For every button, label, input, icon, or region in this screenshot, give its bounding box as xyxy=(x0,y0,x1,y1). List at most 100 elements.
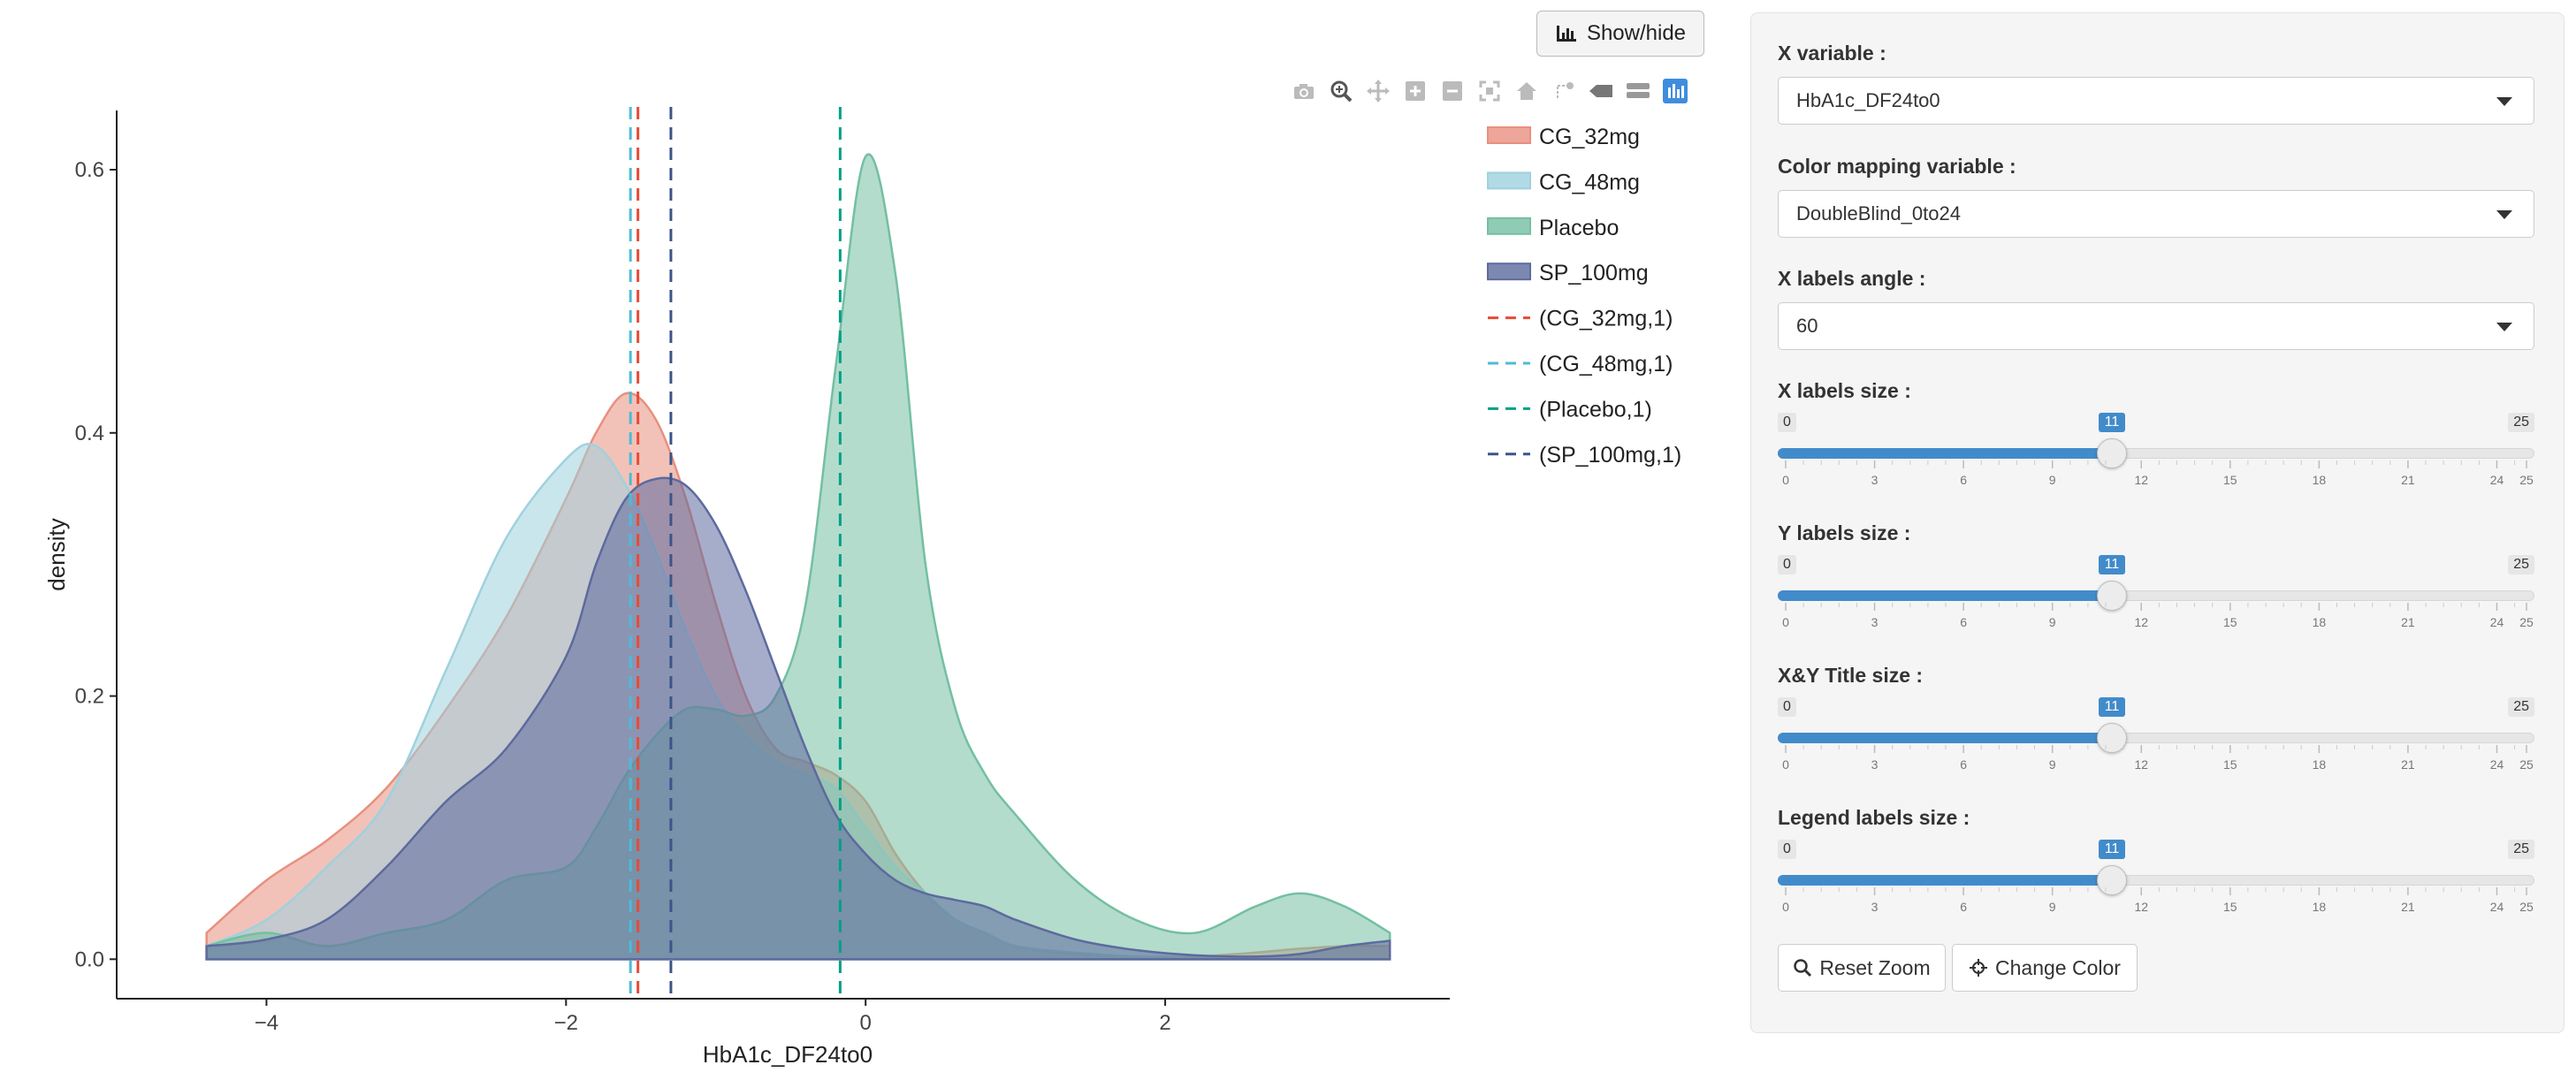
slider-handle[interactable] xyxy=(2096,723,2127,753)
slider-tick-label: 15 xyxy=(2223,900,2237,914)
slider-tick-label: 24 xyxy=(2490,757,2504,772)
y-labels-size-label: Y labels size : xyxy=(1778,521,1911,544)
chevron-down-icon xyxy=(2496,210,2512,219)
reset-zoom-button[interactable]: Reset Zoom xyxy=(1778,944,1946,992)
y-tick-label: 0.4 xyxy=(75,422,104,445)
slider-handle[interactable] xyxy=(2096,438,2127,468)
color-variable-value: DoubleBlind_0to24 xyxy=(1796,202,1961,224)
x-variable-label: X variable : xyxy=(1778,42,1886,65)
legend-labels-size-label: Legend labels size : xyxy=(1778,806,1970,829)
slider-min-label: 0 xyxy=(1778,840,1796,859)
slider-tick-label: 24 xyxy=(2490,615,2504,629)
y-labels-size-slider[interactable]: 0 25 11 0 3 6 9 12 15 18 21 24 25 xyxy=(1778,555,2534,652)
slider-tick-label: 3 xyxy=(1871,473,1879,487)
legend-label[interactable]: CG_32mg xyxy=(1539,125,1640,149)
legend-label[interactable]: CG_48mg xyxy=(1539,170,1640,194)
slider-max-label: 25 xyxy=(2508,413,2534,432)
legend-label[interactable]: Placebo xyxy=(1539,216,1619,240)
x-angle-label: X labels angle : xyxy=(1778,267,1926,290)
chevron-down-icon xyxy=(2496,323,2512,331)
legend-labels-size-slider[interactable]: 0 25 11 0 3 6 9 12 15 18 21 24 25 xyxy=(1778,840,2534,937)
slider-tick-label: 0 xyxy=(1782,615,1789,629)
slider-fill xyxy=(1778,733,2112,743)
slider-tick-label: 9 xyxy=(2049,757,2056,772)
slider-ticks: 0 3 6 9 12 15 18 21 24 25 xyxy=(1782,887,2534,914)
slider-tick-label: 6 xyxy=(1960,900,1967,914)
x-angle-select[interactable]: 60 xyxy=(1778,302,2534,350)
hover-closest-icon[interactable] xyxy=(1586,78,1616,104)
slider-tick-label: 24 xyxy=(2490,473,2504,487)
slider-handle[interactable] xyxy=(2096,581,2127,611)
legend-swatch-cg-32mg[interactable] xyxy=(1487,126,1531,144)
legend-label[interactable]: SP_100mg xyxy=(1539,261,1649,285)
slider-value-label: 11 xyxy=(2098,555,2126,574)
slider-tick-label: 18 xyxy=(2313,757,2327,772)
y-axis-title: density xyxy=(43,518,70,590)
legend-label[interactable]: (Placebo,1) xyxy=(1539,397,1652,422)
y-tick-label: 0.2 xyxy=(75,685,104,709)
legend-label[interactable]: (CG_32mg,1) xyxy=(1539,307,1673,331)
slider-tick-label: 0 xyxy=(1782,900,1789,914)
slider-tick-label: 21 xyxy=(2401,473,2415,487)
crosshair-icon xyxy=(1970,959,1988,977)
y-tick-label: 0.6 xyxy=(75,158,104,182)
slider-ticks: 0 3 6 9 12 15 18 21 24 25 xyxy=(1782,745,2534,772)
x-tick-label: 0 xyxy=(860,1011,872,1035)
slider-value-label: 11 xyxy=(2098,840,2126,859)
x-labels-size-slider[interactable]: 0 25 11 0 3 6 9 12 15 18 21 24 25 xyxy=(1778,413,2534,510)
xy-title-size-label: X&Y Title size : xyxy=(1778,664,1924,687)
change-color-button[interactable]: Change Color xyxy=(1952,944,2138,992)
slider-tick-label: 25 xyxy=(2519,757,2534,772)
show-hide-label: Show/hide xyxy=(1586,21,1687,45)
slider-tick-label: 3 xyxy=(1871,615,1879,629)
slider-tick-label: 6 xyxy=(1960,757,1967,772)
slider-tick-label: 15 xyxy=(2223,615,2237,629)
x-tick-label: 2 xyxy=(1159,1011,1170,1035)
slider-tick-label: 12 xyxy=(2134,615,2148,629)
zoom-icon[interactable] xyxy=(1326,78,1356,104)
spike-lines-icon[interactable] xyxy=(1549,78,1579,104)
slider-tick-label: 15 xyxy=(2223,757,2237,772)
plotly-modebar xyxy=(1289,78,1690,104)
slider-ticks: 0 3 6 9 12 15 18 21 24 25 xyxy=(1782,603,2534,629)
slider-tick-label: 9 xyxy=(2049,615,2056,629)
legend-label[interactable]: (CG_48mg,1) xyxy=(1539,352,1673,376)
x-variable-value: HbA1c_DF24to0 xyxy=(1796,89,1940,111)
bar-chart-icon xyxy=(1556,26,1576,42)
hover-compare-icon[interactable] xyxy=(1623,78,1653,104)
legend-swatch-cg-48mg[interactable] xyxy=(1487,171,1531,190)
pan-icon[interactable] xyxy=(1363,78,1393,104)
legend-label[interactable]: (SP_100mg,1) xyxy=(1539,443,1681,468)
settings-panel: X variable : HbA1c_DF24to0 Color mapping… xyxy=(1750,12,2565,1033)
slider-tick-label: 12 xyxy=(2134,473,2148,487)
x-variable-select[interactable]: HbA1c_DF24to0 xyxy=(1778,77,2534,125)
slider-tick-label: 9 xyxy=(2049,473,2056,487)
plotly-logo-icon[interactable] xyxy=(1660,78,1690,104)
legend-swatch-sp-100mg[interactable] xyxy=(1487,262,1531,281)
slider-min-label: 0 xyxy=(1778,697,1796,717)
legend-swatch-placebo[interactable] xyxy=(1487,217,1531,235)
slider-tick-label: 25 xyxy=(2519,900,2534,914)
xy-title-size-slider[interactable]: 0 25 11 0 3 6 9 12 15 18 21 24 25 xyxy=(1778,697,2534,795)
slider-tick-label: 12 xyxy=(2134,757,2148,772)
zoom-out-icon[interactable] xyxy=(1437,78,1467,104)
x-tick-label: −4 xyxy=(255,1011,278,1035)
slider-tick-label: 9 xyxy=(2049,900,2056,914)
slider-min-label: 0 xyxy=(1778,555,1796,574)
show-hide-button[interactable]: Show/hide xyxy=(1536,11,1704,57)
density-chart[interactable]: −4 −2 0 2 0.0 0.2 0.4 0.6 HbA1c_DF24to0 density CG… xyxy=(0,0,1750,1080)
color-variable-select[interactable]: DoubleBlind_0to24 xyxy=(1778,190,2534,238)
slider-tick-label: 18 xyxy=(2313,473,2327,487)
reset-axes-icon[interactable] xyxy=(1512,78,1542,104)
slider-tick-label: 21 xyxy=(2401,900,2415,914)
density-area-sp-100mg[interactable] xyxy=(205,476,1391,961)
change-color-label: Change Color xyxy=(1995,955,2121,979)
autoscale-icon[interactable] xyxy=(1475,78,1505,104)
slider-handle[interactable] xyxy=(2096,865,2127,895)
camera-icon[interactable] xyxy=(1289,78,1319,104)
slider-fill xyxy=(1778,448,2112,459)
slider-fill xyxy=(1778,875,2112,886)
reset-zoom-label: Reset Zoom xyxy=(1819,955,1931,979)
plot-area[interactable]: −4 −2 0 2 0.0 0.2 0.4 0.6 HbA1c_DF24to0 density CG… xyxy=(0,0,1750,1080)
zoom-in-icon[interactable] xyxy=(1400,78,1430,104)
